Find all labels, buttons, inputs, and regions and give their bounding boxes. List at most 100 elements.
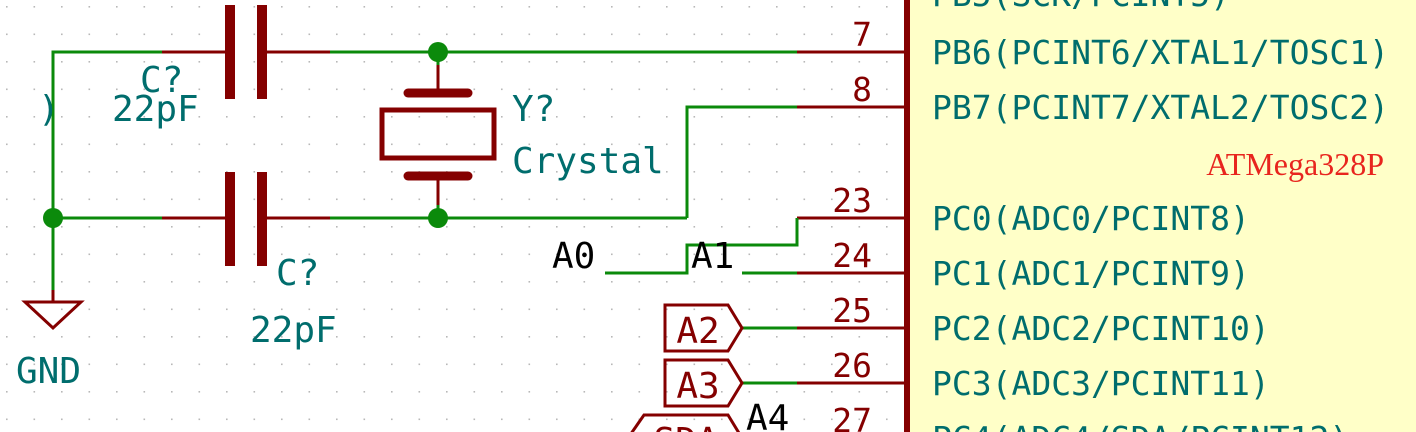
- grid-dot: [198, 418, 201, 421]
- grid-dot: [253, 336, 256, 338]
- grid-dot: [721, 391, 723, 393]
- ic-part-name: ATMega328P: [1206, 146, 1384, 182]
- grid-dot: [638, 88, 641, 91]
- grid-dot: [556, 171, 558, 173]
- grid-dot: [253, 6, 256, 8]
- pin-number: 26: [832, 346, 872, 385]
- grid-dot: [363, 88, 366, 91]
- grid-dot: [501, 308, 503, 311]
- grid-dot: [803, 6, 806, 8]
- grid-dot: [831, 143, 833, 146]
- grid-dot: [831, 61, 833, 63]
- grid-dot: [226, 418, 228, 421]
- grid-dot: [666, 116, 668, 118]
- grid-dot: [556, 418, 558, 421]
- pin-name: PC4(ADC4/SDA/PCINT12): [932, 419, 1349, 432]
- net-label-a1: A1: [691, 236, 734, 277]
- grid-dot: [143, 6, 146, 8]
- grid-dot: [198, 88, 201, 91]
- grid-dot: [198, 198, 201, 201]
- grid-dot: [611, 363, 613, 366]
- grid-dot: [858, 281, 861, 283]
- grid-dot: [528, 33, 531, 36]
- grid-dot: [253, 281, 256, 283]
- grid-dot: [6, 336, 8, 338]
- grid-dot: [501, 391, 503, 393]
- grid-dot: [308, 198, 311, 201]
- grid-dot: [611, 198, 613, 201]
- grid-dot: [61, 363, 63, 366]
- grid-dot: [886, 116, 888, 118]
- grid-dot: [803, 33, 806, 36]
- grid-dot: [803, 281, 806, 283]
- grid-dot: [776, 336, 778, 338]
- grid-dot: [171, 226, 173, 228]
- wire-pc0: [605, 218, 799, 275]
- grid-dot: [748, 308, 751, 311]
- grid-dot: [638, 226, 641, 228]
- grid-dot: [803, 253, 806, 256]
- grid-dot: [61, 336, 63, 338]
- grid-dot: [748, 281, 751, 283]
- grid-dot: [253, 171, 256, 173]
- grid-dot: [831, 336, 833, 338]
- grid-dot: [281, 33, 283, 36]
- grid-dot: [858, 308, 861, 311]
- grid-dot: [308, 143, 311, 146]
- grid-dot: [363, 198, 366, 201]
- grid-dot: [226, 116, 228, 118]
- grid-dot: [556, 88, 558, 91]
- grid-dot: [88, 61, 91, 63]
- grid-dot: [171, 198, 173, 201]
- grid-dot: [226, 143, 228, 146]
- grid-dot: [611, 33, 613, 36]
- grid-dot: [143, 33, 146, 36]
- grid-dot: [528, 418, 531, 421]
- grid-dot: [721, 281, 723, 283]
- grid-dot: [61, 6, 63, 8]
- grid-dot: [556, 61, 558, 63]
- grid-dot: [171, 143, 173, 146]
- grid-dot: [391, 281, 393, 283]
- grid-dot: [528, 6, 531, 8]
- grid-dot: [281, 281, 283, 283]
- grid-dot: [776, 281, 778, 283]
- grid-dot: [528, 253, 531, 256]
- grid-dot: [33, 6, 36, 8]
- grid-dot: [776, 253, 778, 256]
- grid-dot: [446, 33, 448, 36]
- grid-dot: [611, 143, 613, 146]
- grid-dot: [638, 198, 641, 201]
- grid-dot: [721, 143, 723, 146]
- grid-dot: [638, 171, 641, 173]
- grid-dot: [886, 363, 888, 366]
- grid-dot: [391, 308, 393, 311]
- grid-dot: [198, 391, 201, 393]
- grid-dot: [281, 363, 283, 366]
- grid-dot: [611, 281, 613, 283]
- grid-dot: [556, 363, 558, 366]
- grid-dot: [831, 116, 833, 118]
- grid-dot: [418, 61, 421, 63]
- grid-dot: [776, 61, 778, 63]
- grid-dot: [666, 336, 668, 338]
- grid-dot: [143, 418, 146, 421]
- grid-dot: [556, 33, 558, 36]
- grid-dot: [803, 143, 806, 146]
- grid-dot: [33, 226, 36, 228]
- grid-dot: [171, 308, 173, 311]
- grid-dot: [583, 88, 586, 91]
- grid-dot: [308, 308, 311, 311]
- grid-dot: [501, 6, 503, 8]
- grid-dot: [281, 171, 283, 173]
- grid-dot: [418, 391, 421, 393]
- grid-dot: [583, 391, 586, 393]
- grid-dot: [473, 33, 476, 36]
- grid-dot: [528, 171, 531, 173]
- grid-dot: [116, 363, 118, 366]
- grid-dot: [363, 116, 366, 118]
- grid-dot: [886, 226, 888, 228]
- grid-dot: [858, 226, 861, 228]
- grid-dot: [116, 6, 118, 8]
- grid-dot: [88, 226, 91, 228]
